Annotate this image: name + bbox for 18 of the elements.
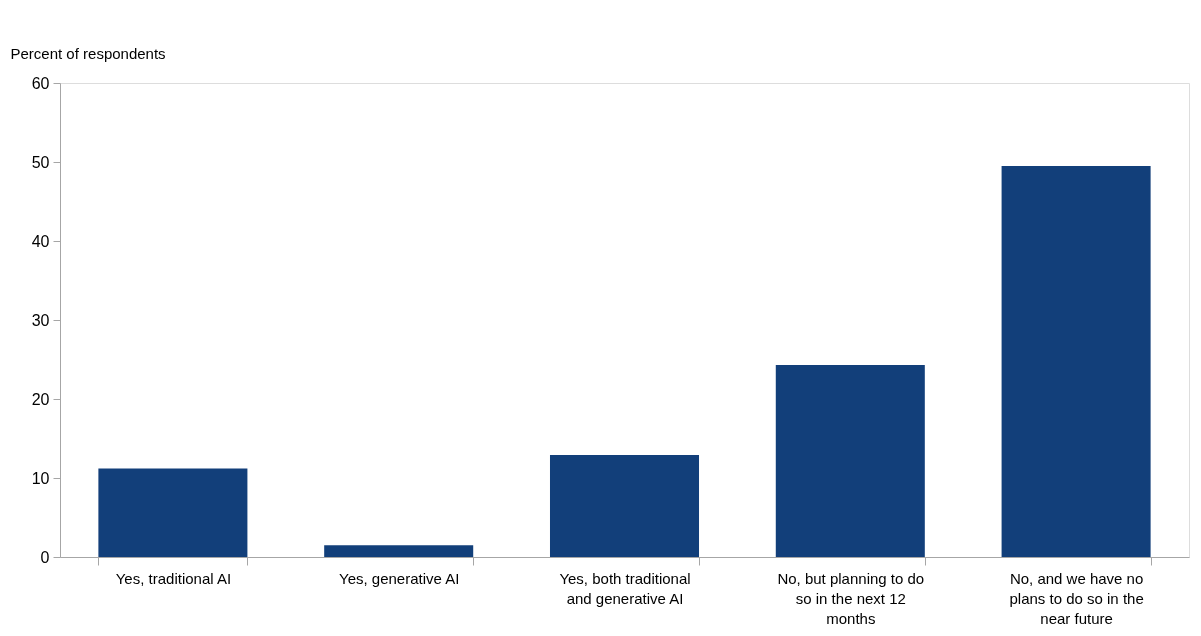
y-tick-label: 20 <box>31 390 50 408</box>
bar <box>549 455 700 557</box>
bar <box>324 545 474 557</box>
y-tick-label: 40 <box>31 232 50 250</box>
x-tick-label: No, but planning to do so in the next 12 months <box>777 569 925 627</box>
y-tick-label: 30 <box>31 311 50 329</box>
y-tick-label: 0 <box>40 548 50 566</box>
bar <box>775 365 925 557</box>
bar <box>1001 165 1151 557</box>
y-axis-title: Percent of respondents <box>10 44 166 62</box>
x-tick-label: Yes, traditional AI <box>115 569 232 587</box>
y-tick-label: 50 <box>31 153 50 171</box>
y-tick-label: 10 <box>31 469 50 487</box>
bar <box>98 468 248 557</box>
x-tick-label: Yes, generative AI <box>339 569 460 587</box>
x-tick-label: Yes, both traditional and generative AI <box>559 569 691 607</box>
x-tick-label: No, and we have no plans to do so in the near future <box>1009 569 1144 627</box>
y-tick-label: 60 <box>31 74 50 92</box>
